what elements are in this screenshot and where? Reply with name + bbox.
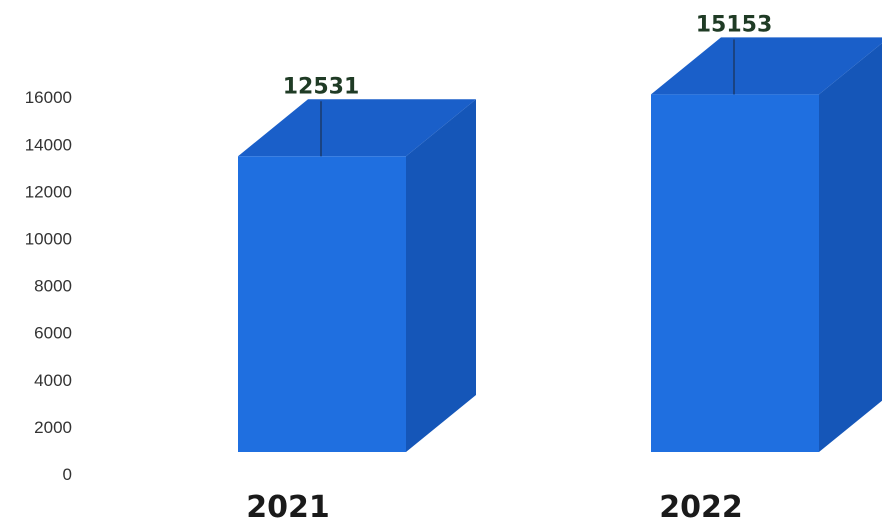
x-category-label: 2021	[246, 490, 330, 518]
y-tick-label: 2000	[34, 418, 72, 437]
bar-top-face	[651, 37, 882, 95]
x-axis: 2021 2022	[246, 490, 743, 518]
bar-front-face	[651, 94, 819, 453]
y-tick-label: 4000	[34, 371, 72, 390]
data-label: 15153	[696, 12, 773, 37]
x-category-label: 2022	[659, 490, 743, 518]
y-tick-label: 10000	[25, 230, 72, 249]
bar-side-face	[406, 99, 476, 452]
y-tick-label: 6000	[34, 324, 72, 343]
bar-side-face	[819, 43, 882, 452]
bar-2022: 15153	[651, 12, 882, 453]
y-tick-label: 12000	[25, 182, 72, 201]
bar-front-face	[238, 156, 406, 452]
y-axis: 0 2000 4000 6000 8000 10000 12000 14000 16000	[25, 88, 72, 484]
y-tick-label: 14000	[25, 135, 72, 154]
y-tick-label: 16000	[25, 88, 72, 107]
bar-series: 12531 15153	[238, 12, 882, 453]
bar-top-face	[238, 99, 476, 157]
y-tick-label: 8000	[34, 277, 72, 296]
y-tick-label: 0	[63, 465, 72, 484]
data-label: 12531	[283, 74, 360, 99]
bar-2021: 12531	[238, 74, 476, 452]
